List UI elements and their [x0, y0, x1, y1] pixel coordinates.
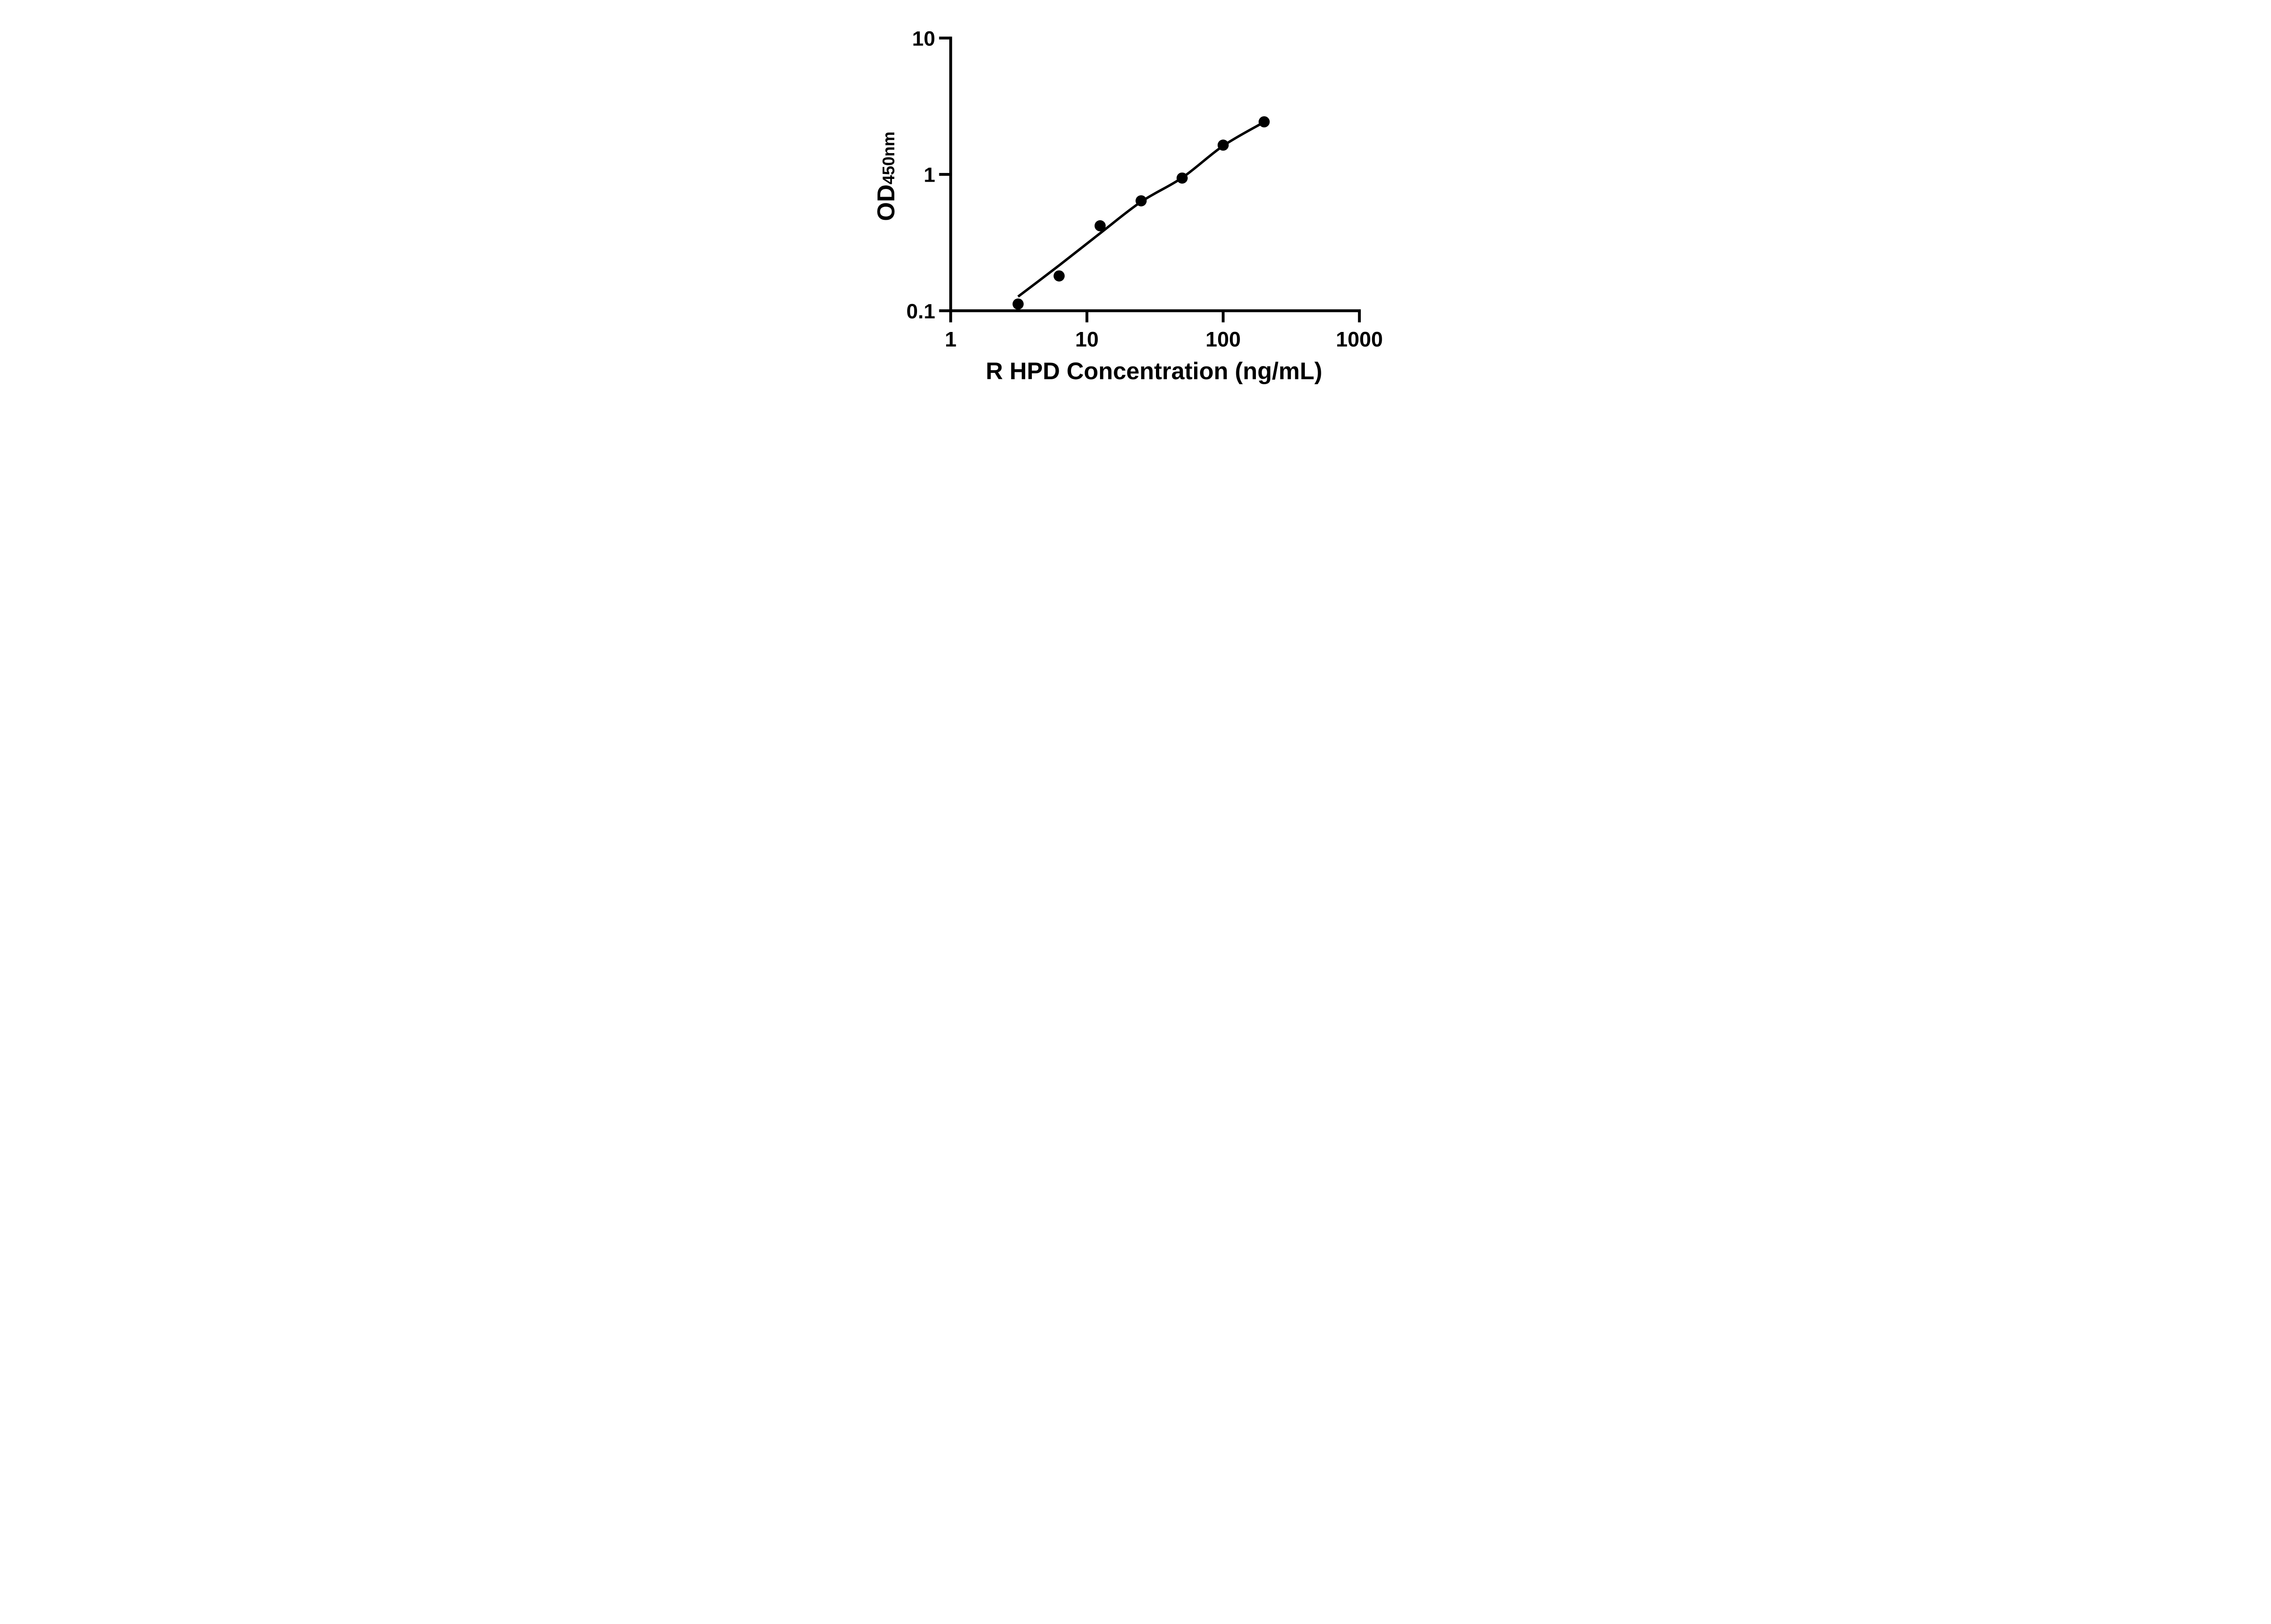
data-point-marker [1136, 195, 1147, 207]
data-point-marker [1259, 116, 1270, 128]
data-point-marker [1176, 172, 1188, 184]
x-tick-label: 1000 [1336, 327, 1383, 351]
data-point-marker [1053, 270, 1065, 282]
y-tick-label: 0.1 [906, 300, 935, 323]
x-tick-label: 10 [1075, 327, 1099, 351]
data-points [1012, 116, 1270, 310]
axes [949, 36, 1361, 312]
y-axis-title-subscript: 450nm [879, 132, 898, 184]
y-tick-label: 1 [924, 163, 935, 187]
data-point-marker [1094, 220, 1106, 232]
data-point-marker [1217, 139, 1229, 151]
x-tick-label: 1 [945, 327, 957, 351]
x-axis-title: R HPD Concentration (ng/mL) [986, 358, 1322, 385]
y-axis-title: OD450nm [873, 132, 900, 221]
standard-curve-chart: 10 1 0.1 1 10 100 1000 R HPD Concentration (ng… [873, 27, 1383, 385]
y-tick-label: 10 [912, 27, 935, 50]
y-axis-title-main: OD [873, 184, 900, 221]
x-tick-label: 100 [1205, 327, 1241, 351]
data-point-marker [1012, 298, 1024, 310]
tick-labels: 10 1 0.1 1 10 100 1000 [906, 27, 1383, 351]
tick-marks [939, 36, 1361, 322]
elisa-standard-curve-figure: 10 1 0.1 1 10 100 1000 R HPD Concentration (ng… [849, 0, 1422, 406]
